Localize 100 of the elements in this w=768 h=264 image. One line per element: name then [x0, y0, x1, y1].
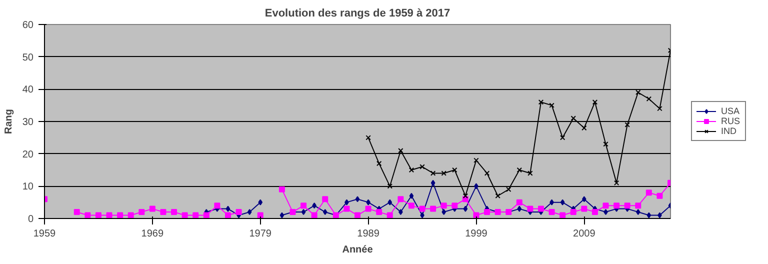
point [376, 160, 382, 166]
x-tick-label: 1979 [249, 228, 272, 240]
point [549, 102, 554, 108]
point [570, 209, 576, 216]
point [473, 212, 480, 218]
point [171, 209, 178, 216]
point [592, 209, 598, 216]
point [192, 212, 199, 218]
point [74, 209, 80, 216]
point [560, 199, 565, 206]
point [344, 206, 350, 212]
x-tick-label: 1989 [357, 228, 380, 240]
point [548, 209, 555, 216]
point [280, 212, 284, 218]
point [462, 193, 468, 198]
point [247, 209, 252, 216]
point [452, 167, 458, 173]
point [516, 199, 522, 206]
point [376, 209, 382, 216]
point [311, 212, 318, 218]
point [538, 99, 544, 105]
point [592, 99, 598, 105]
point [182, 212, 188, 218]
point [442, 209, 446, 216]
point [354, 212, 360, 218]
point [636, 90, 641, 96]
point [214, 202, 220, 209]
point [646, 190, 652, 196]
point [538, 206, 544, 212]
point [624, 202, 630, 209]
point [656, 192, 663, 199]
point [614, 180, 620, 186]
y-tick-label: 10 [22, 182, 34, 193]
point [560, 212, 566, 218]
point [236, 209, 242, 216]
point [300, 202, 307, 209]
y-tick-label: 30 [22, 117, 34, 128]
point [441, 170, 446, 176]
point [420, 164, 425, 170]
point [516, 167, 522, 173]
point [355, 196, 360, 202]
point [160, 209, 166, 216]
legend-label: USA [721, 106, 741, 116]
point [128, 212, 134, 218]
point [408, 202, 414, 209]
point [657, 106, 662, 112]
point [635, 202, 642, 209]
point [582, 196, 586, 202]
point [301, 209, 306, 216]
point [560, 135, 566, 140]
point [646, 96, 652, 102]
point [430, 170, 436, 176]
point [95, 212, 102, 218]
point [365, 206, 372, 212]
point [440, 202, 447, 209]
point [474, 158, 479, 163]
point [84, 212, 91, 218]
point [495, 193, 500, 198]
point [624, 122, 630, 128]
point [528, 170, 533, 176]
y-tick-label: 50 [22, 52, 34, 64]
y-tick-label: 0 [28, 214, 34, 225]
point [430, 180, 436, 186]
point [398, 196, 404, 202]
point [322, 209, 328, 216]
point [386, 212, 393, 218]
point [527, 206, 534, 212]
point [484, 170, 490, 176]
x-tick-label: 1959 [33, 228, 56, 240]
point [430, 206, 436, 212]
point [409, 192, 414, 199]
x-tick-label: 2009 [573, 228, 596, 240]
x-tick-label: 1999 [465, 228, 488, 240]
legend-label: RUS [721, 116, 741, 126]
point [149, 206, 156, 212]
point [398, 148, 404, 154]
y-tick-label: 40 [22, 84, 34, 96]
point [602, 202, 609, 209]
point [226, 206, 230, 212]
point [506, 186, 512, 192]
point [117, 212, 124, 218]
point [463, 206, 468, 212]
point [517, 206, 522, 212]
point [322, 196, 328, 202]
point [203, 212, 210, 218]
x-tick-label: 1969 [141, 228, 164, 240]
point [106, 212, 112, 218]
y-axis-title: Rang [3, 109, 14, 134]
point [408, 167, 414, 173]
point [452, 202, 458, 209]
point [387, 184, 392, 189]
point [224, 212, 231, 218]
point [419, 206, 426, 212]
point [484, 209, 490, 216]
point [138, 209, 145, 216]
point [278, 186, 285, 192]
x-axis-title: Année [342, 244, 374, 256]
point [581, 206, 588, 212]
point [388, 199, 392, 206]
point [582, 125, 587, 131]
